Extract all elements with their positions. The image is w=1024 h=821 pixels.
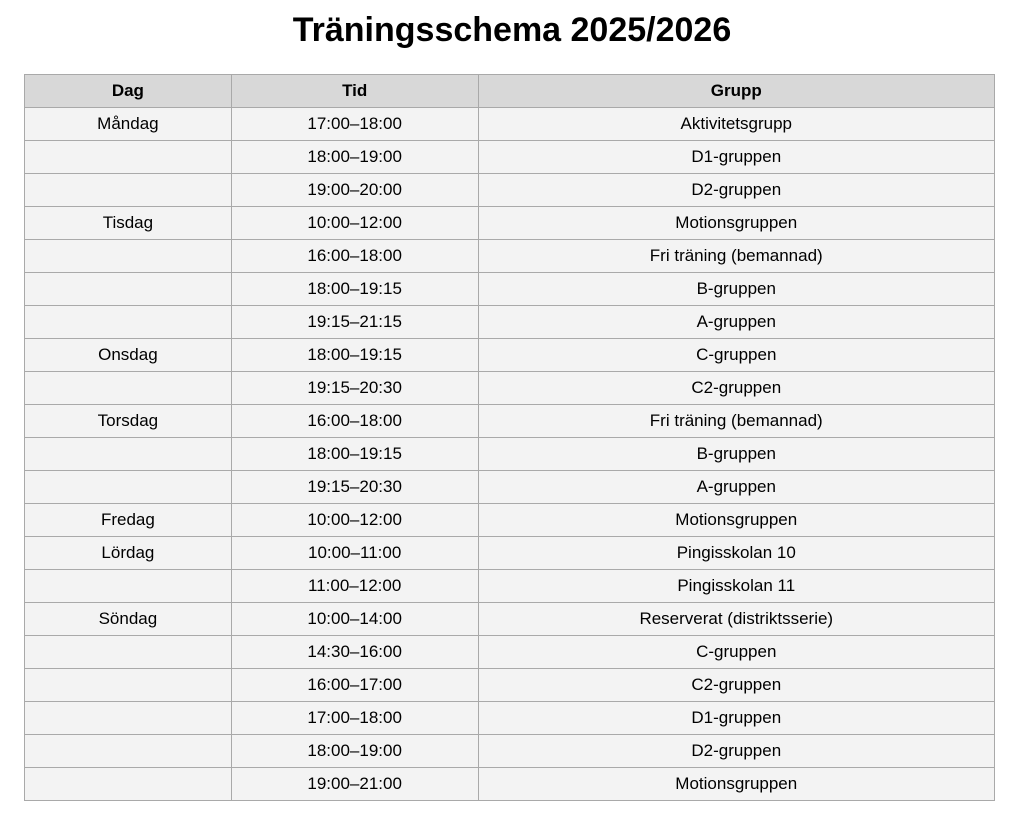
day-cell: Lördag: [24, 536, 232, 570]
header-day: Dag: [24, 74, 232, 108]
time-cell: 16:00–18:00: [230, 239, 479, 273]
group-cell: Motionsgruppen: [477, 206, 996, 240]
group-cell: C2-gruppen: [477, 668, 996, 702]
table-row: 19:15–20:30 A-gruppen: [24, 470, 996, 504]
table-row: Fredag 10:00–12:00 Motionsgruppen: [24, 503, 996, 537]
day-cell: [24, 140, 232, 174]
group-cell: B-gruppen: [477, 437, 996, 471]
day-cell: [24, 767, 232, 801]
day-cell: Söndag: [24, 602, 232, 636]
table-row: Tisdag 10:00–12:00 Motionsgruppen: [24, 206, 996, 240]
group-cell: C-gruppen: [477, 635, 996, 669]
day-cell: [24, 305, 232, 339]
group-cell: Pingisskolan 11: [477, 569, 996, 603]
time-cell: 19:00–21:00: [230, 767, 479, 801]
group-cell: A-gruppen: [477, 470, 996, 504]
table-row: 14:30–16:00 C-gruppen: [24, 635, 996, 669]
day-cell: [24, 569, 232, 603]
group-cell: C-gruppen: [477, 338, 996, 372]
page-title: Träningsschema 2025/2026: [292, 11, 732, 49]
group-cell: Fri träning (bemannad): [477, 239, 996, 273]
table-row: 18:00–19:00 D1-gruppen: [24, 140, 996, 174]
group-cell: Reserverat (distriktsserie): [477, 602, 996, 636]
day-cell: [24, 470, 232, 504]
day-cell: [24, 701, 232, 735]
day-cell: [24, 272, 232, 306]
time-cell: 18:00–19:15: [230, 272, 479, 306]
schedule-table: Dag Tid Grupp Måndag 17:00–18:00 Aktivitet…: [24, 74, 996, 801]
table-row: 18:00–19:15 B-gruppen: [24, 272, 996, 306]
header-group: Grupp: [477, 74, 996, 108]
day-cell: [24, 635, 232, 669]
time-cell: 17:00–18:00: [230, 107, 479, 141]
group-cell: Fri träning (bemannad): [477, 404, 996, 438]
time-cell: 11:00–12:00: [230, 569, 479, 603]
day-cell: Onsdag: [24, 338, 232, 372]
day-cell: [24, 239, 232, 273]
group-cell: Motionsgruppen: [477, 503, 996, 537]
day-cell: Måndag: [24, 107, 232, 141]
table-row: 16:00–18:00 Fri träning (bemannad): [24, 239, 996, 273]
table-row: Måndag 17:00–18:00 Aktivitetsgrupp: [24, 107, 996, 141]
time-cell: 18:00–19:15: [230, 338, 479, 372]
table-row: 19:00–20:00 D2-gruppen: [24, 173, 996, 207]
time-cell: 19:15–21:15: [230, 305, 479, 339]
table-row: 18:00–19:15 B-gruppen: [24, 437, 996, 471]
time-cell: 10:00–14:00: [230, 602, 479, 636]
time-cell: 18:00–19:00: [230, 734, 479, 768]
time-cell: 18:00–19:15: [230, 437, 479, 471]
header-time: Tid: [230, 74, 479, 108]
group-cell: A-gruppen: [477, 305, 996, 339]
group-cell: D1-gruppen: [477, 140, 996, 174]
day-cell: Fredag: [24, 503, 232, 537]
table-row: Onsdag 18:00–19:15 C-gruppen: [24, 338, 996, 372]
group-cell: Pingisskolan 10: [477, 536, 996, 570]
table-row: 19:15–21:15 A-gruppen: [24, 305, 996, 339]
group-cell: D2-gruppen: [477, 734, 996, 768]
group-cell: B-gruppen: [477, 272, 996, 306]
time-cell: 16:00–17:00: [230, 668, 479, 702]
table-row: 11:00–12:00 Pingisskolan 11: [24, 569, 996, 603]
time-cell: 14:30–16:00: [230, 635, 479, 669]
group-cell: Motionsgruppen: [477, 767, 996, 801]
day-cell: Torsdag: [24, 404, 232, 438]
table-row: Torsdag 16:00–18:00 Fri träning (bemannad): [24, 404, 996, 438]
table-row: 19:00–21:00 Motionsgruppen: [24, 767, 996, 801]
table-row: 17:00–18:00 D1-gruppen: [24, 701, 996, 735]
time-cell: 10:00–12:00: [230, 206, 479, 240]
time-cell: 18:00–19:00: [230, 140, 479, 174]
day-cell: [24, 734, 232, 768]
time-cell: 10:00–12:00: [230, 503, 479, 537]
day-cell: [24, 173, 232, 207]
day-cell: [24, 437, 232, 471]
day-cell: [24, 668, 232, 702]
day-cell: [24, 371, 232, 405]
group-cell: D1-gruppen: [477, 701, 996, 735]
time-cell: 16:00–18:00: [230, 404, 479, 438]
time-cell: 10:00–11:00: [230, 536, 479, 570]
header-row: Dag Tid Grupp: [24, 74, 996, 108]
time-cell: 19:15–20:30: [230, 470, 479, 504]
group-cell: Aktivitetsgrupp: [477, 107, 996, 141]
group-cell: D2-gruppen: [477, 173, 996, 207]
time-cell: 17:00–18:00: [230, 701, 479, 735]
time-cell: 19:00–20:00: [230, 173, 479, 207]
table-row: 19:15–20:30 C2-gruppen: [24, 371, 996, 405]
table-row: 16:00–17:00 C2-gruppen: [24, 668, 996, 702]
day-cell: Tisdag: [24, 206, 232, 240]
time-cell: 19:15–20:30: [230, 371, 479, 405]
table-row: Lördag 10:00–11:00 Pingisskolan 10: [24, 536, 996, 570]
table-row: 18:00–19:00 D2-gruppen: [24, 734, 996, 768]
group-cell: C2-gruppen: [477, 371, 996, 405]
table-row: Söndag 10:00–14:00 Reserverat (distriktsse…: [24, 602, 996, 636]
